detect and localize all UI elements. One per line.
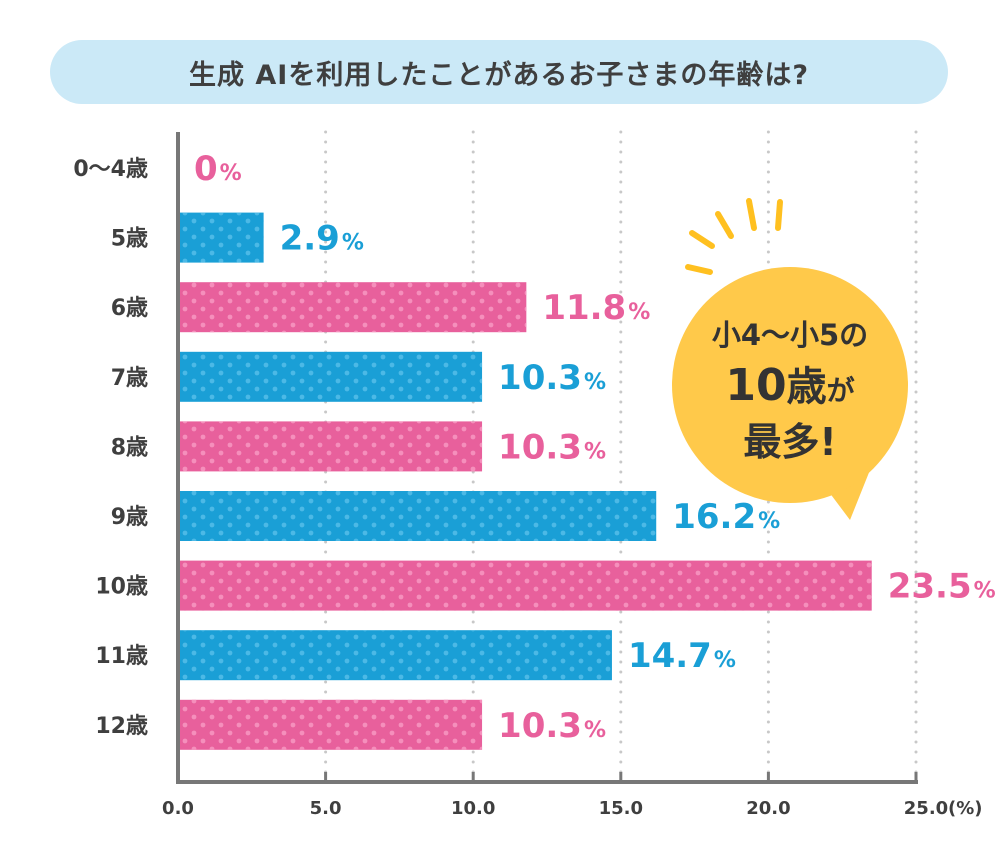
bar-pattern <box>178 630 612 681</box>
bar-pattern <box>178 699 483 750</box>
burst-ray <box>689 230 715 249</box>
value-label: 10.3% <box>498 706 606 746</box>
category-label: 5歳 <box>111 227 148 252</box>
x-tick-label: 10.0 <box>451 798 495 819</box>
burst-ray <box>746 198 757 231</box>
value-label: 0% <box>194 149 242 189</box>
bar-pattern <box>178 212 264 263</box>
value-labels: 0% 2.9% 11.8% 10.3% 10.3% 16.2% 23.5% 14.7% 10.3… <box>194 149 996 746</box>
value-label: 14.7% <box>628 636 736 676</box>
value-label: 11.8% <box>542 288 650 328</box>
burst-ray <box>685 264 713 275</box>
axes: 0.0 5.0 10.0 15.0 20.0 25.0 (%) <box>162 132 983 819</box>
burst-ray <box>715 211 734 239</box>
category-label: 8歳 <box>111 435 148 460</box>
bar-pattern <box>178 560 872 611</box>
burst-ray <box>775 199 783 231</box>
value-label: 23.5% <box>888 567 996 607</box>
bubble-line-3: 最多! <box>743 420 836 464</box>
x-tick-label: 5.0 <box>310 798 342 819</box>
category-labels: 0〜4歳 5歳 6歳 7歳 8歳 9歳 10歳 11歳 12歳 <box>73 157 148 739</box>
bubble <box>672 267 908 503</box>
title-banner: 生成 AIを利用したことがあるお子さまの年齢は? <box>50 40 948 104</box>
category-label: 10歳 <box>95 575 148 600</box>
bar-pattern <box>178 491 657 541</box>
x-tick-label: 0.0 <box>162 798 194 819</box>
category-label: 7歳 <box>111 366 148 391</box>
category-label: 12歳 <box>95 714 148 739</box>
value-label: 16.2% <box>672 497 780 537</box>
value-label: 10.3% <box>498 427 606 467</box>
chart-title: 生成 AIを利用したことがあるお子さまの年齢は? <box>188 59 809 91</box>
category-label: 6歳 <box>111 296 148 321</box>
bars <box>178 212 872 750</box>
bar-pattern <box>178 282 527 333</box>
value-label: 2.9% <box>280 219 364 259</box>
bubble-line-2: 10歳が <box>725 360 854 411</box>
category-label: 11歳 <box>95 644 148 669</box>
category-label: 0〜4歳 <box>73 157 148 182</box>
bubble-line-1: 小4〜小5の <box>712 318 868 352</box>
bar-pattern <box>178 421 483 472</box>
x-tick-label: 20.0 <box>746 798 790 819</box>
category-label: 9歳 <box>111 505 148 530</box>
x-tick-label: 25.0 <box>904 798 948 819</box>
x-tick-label: 15.0 <box>599 798 643 819</box>
value-label: 10.3% <box>498 358 606 398</box>
x-unit-label: (%) <box>948 798 983 819</box>
bar-pattern <box>178 351 483 402</box>
